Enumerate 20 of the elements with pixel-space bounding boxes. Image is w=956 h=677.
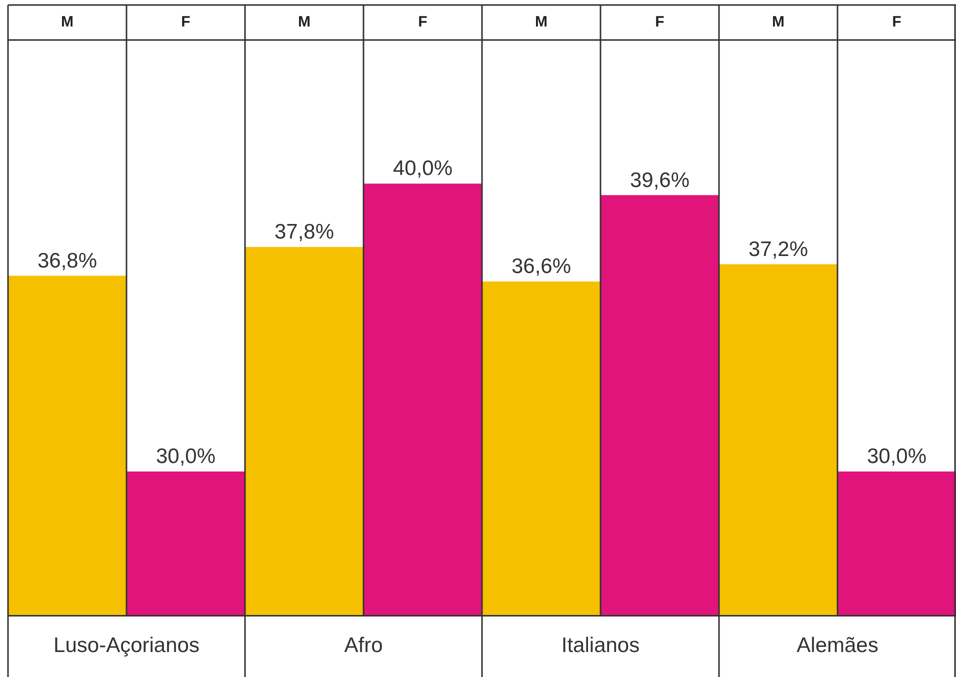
data-label: 30,0% <box>866 445 927 468</box>
data-label: 30,0% <box>156 445 216 468</box>
data-label: 36,8% <box>37 249 98 272</box>
x-tick-label: Afro <box>344 634 383 658</box>
data-label: 36,6% <box>511 255 572 278</box>
text: F <box>892 14 902 31</box>
text: F <box>655 14 664 31</box>
text: M <box>61 14 74 31</box>
text: M <box>772 14 784 31</box>
text: M <box>535 14 548 31</box>
x-tick-label: Alemães <box>796 634 878 658</box>
data-label: 39,6% <box>630 168 690 192</box>
data-label: 37,8% <box>274 220 334 244</box>
data-label: 37,2% <box>748 238 808 261</box>
text: F <box>418 14 428 31</box>
x-tick-label: Italianos <box>561 634 640 658</box>
data-label: 40,0% <box>392 157 453 180</box>
x-tick-label: Luso-Açorianos <box>54 634 200 658</box>
text: M <box>298 14 310 31</box>
text: F <box>181 14 190 31</box>
